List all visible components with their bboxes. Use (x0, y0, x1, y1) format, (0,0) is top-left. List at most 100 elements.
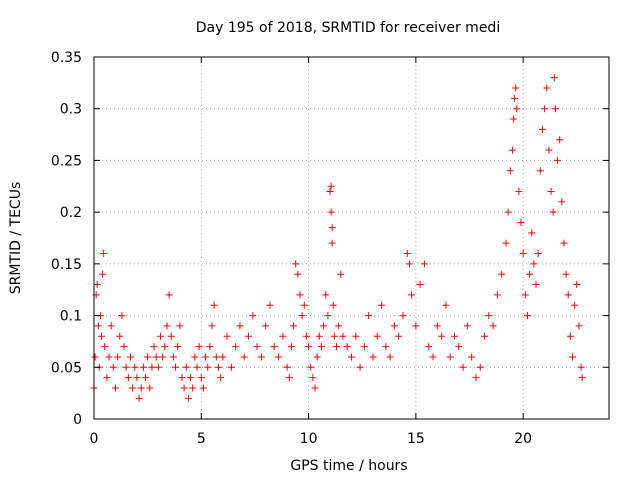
data-point (455, 343, 463, 351)
data-point (103, 374, 111, 382)
y-tick-label: 0.3 (60, 102, 82, 118)
data-point (307, 363, 315, 371)
data-point (513, 105, 521, 113)
data-point (315, 332, 323, 340)
data-point (137, 384, 145, 392)
y-tick-label: 0.25 (51, 153, 82, 169)
data-point (99, 270, 107, 278)
data-point (296, 291, 304, 299)
data-point (144, 353, 152, 361)
data-point (236, 322, 244, 330)
data-point (178, 374, 186, 382)
data-point (279, 332, 287, 340)
data-point (122, 363, 130, 371)
y-tick-label: 0.35 (51, 50, 82, 66)
data-point (212, 353, 220, 361)
data-point (433, 322, 441, 330)
y-tick-label: 0.1 (60, 309, 82, 325)
data-point (163, 322, 171, 330)
data-point (373, 332, 381, 340)
data-point (356, 363, 364, 371)
data-point (545, 146, 553, 154)
data-point (575, 322, 583, 330)
data-point (283, 363, 291, 371)
data-point (512, 84, 520, 92)
data-point (266, 301, 274, 309)
data-point (91, 353, 99, 361)
data-point (167, 332, 175, 340)
data-point (204, 363, 212, 371)
data-point (159, 353, 167, 361)
data-point (257, 353, 265, 361)
data-point (111, 384, 119, 392)
data-point (332, 343, 340, 351)
data-point (300, 301, 308, 309)
data-point (302, 332, 310, 340)
grid (94, 57, 609, 419)
y-tick-label: 0.05 (51, 360, 82, 376)
data-point (327, 182, 335, 190)
data-point (451, 332, 458, 340)
y-tick-label: 0 (73, 412, 82, 428)
data-point (476, 363, 484, 371)
data-point (493, 291, 501, 299)
data-point (577, 363, 585, 371)
x-tick-labels: 0 5 10 15 20 (90, 431, 533, 447)
x-axis-label: GPS time / hours (290, 458, 407, 474)
y-tick-label: 0.15 (51, 257, 82, 273)
data-point (262, 322, 270, 330)
data-point (93, 281, 101, 289)
data-point (489, 322, 497, 330)
data-point (101, 343, 109, 351)
data-point (485, 312, 493, 320)
data-point (210, 301, 218, 309)
data-point (399, 312, 407, 320)
data-point (120, 343, 128, 351)
x-tick-label: 5 (197, 431, 206, 447)
data-point (515, 187, 523, 195)
data-point (538, 125, 546, 133)
data-point (481, 332, 489, 340)
data-point (287, 343, 295, 351)
data-point (463, 322, 471, 330)
data-point (107, 322, 115, 330)
data-point (275, 353, 283, 361)
data-point (100, 250, 108, 258)
data-point (313, 353, 321, 361)
data-point (193, 363, 201, 371)
data-point (519, 250, 527, 258)
data-point (511, 94, 519, 102)
data-point (504, 208, 512, 216)
data-point (245, 332, 252, 340)
data-point (382, 343, 390, 351)
data-point (547, 187, 555, 195)
data-point (550, 74, 558, 82)
data-point (442, 301, 450, 309)
x-tick-label: 20 (514, 431, 532, 447)
data-point (292, 260, 300, 268)
data-point (309, 374, 317, 382)
data-point (328, 239, 336, 247)
data-point (566, 332, 574, 340)
data-point (378, 301, 386, 309)
data-point (126, 353, 134, 361)
data-point (191, 353, 199, 361)
data-point (105, 353, 113, 361)
data-point (109, 363, 117, 371)
data-point (339, 332, 347, 340)
data-point (169, 353, 177, 361)
data-point (569, 353, 577, 361)
y-axis-label: SRMTID / TECUs (8, 182, 24, 295)
data-point (157, 332, 165, 340)
data-point (352, 332, 360, 340)
data-point (508, 146, 516, 154)
data-point (543, 84, 551, 92)
data-point (395, 332, 403, 340)
data-point (335, 322, 343, 330)
data-point (526, 270, 534, 278)
data-point (298, 312, 306, 320)
data-point (329, 301, 337, 309)
data-point (337, 270, 345, 278)
data-point (558, 198, 566, 206)
